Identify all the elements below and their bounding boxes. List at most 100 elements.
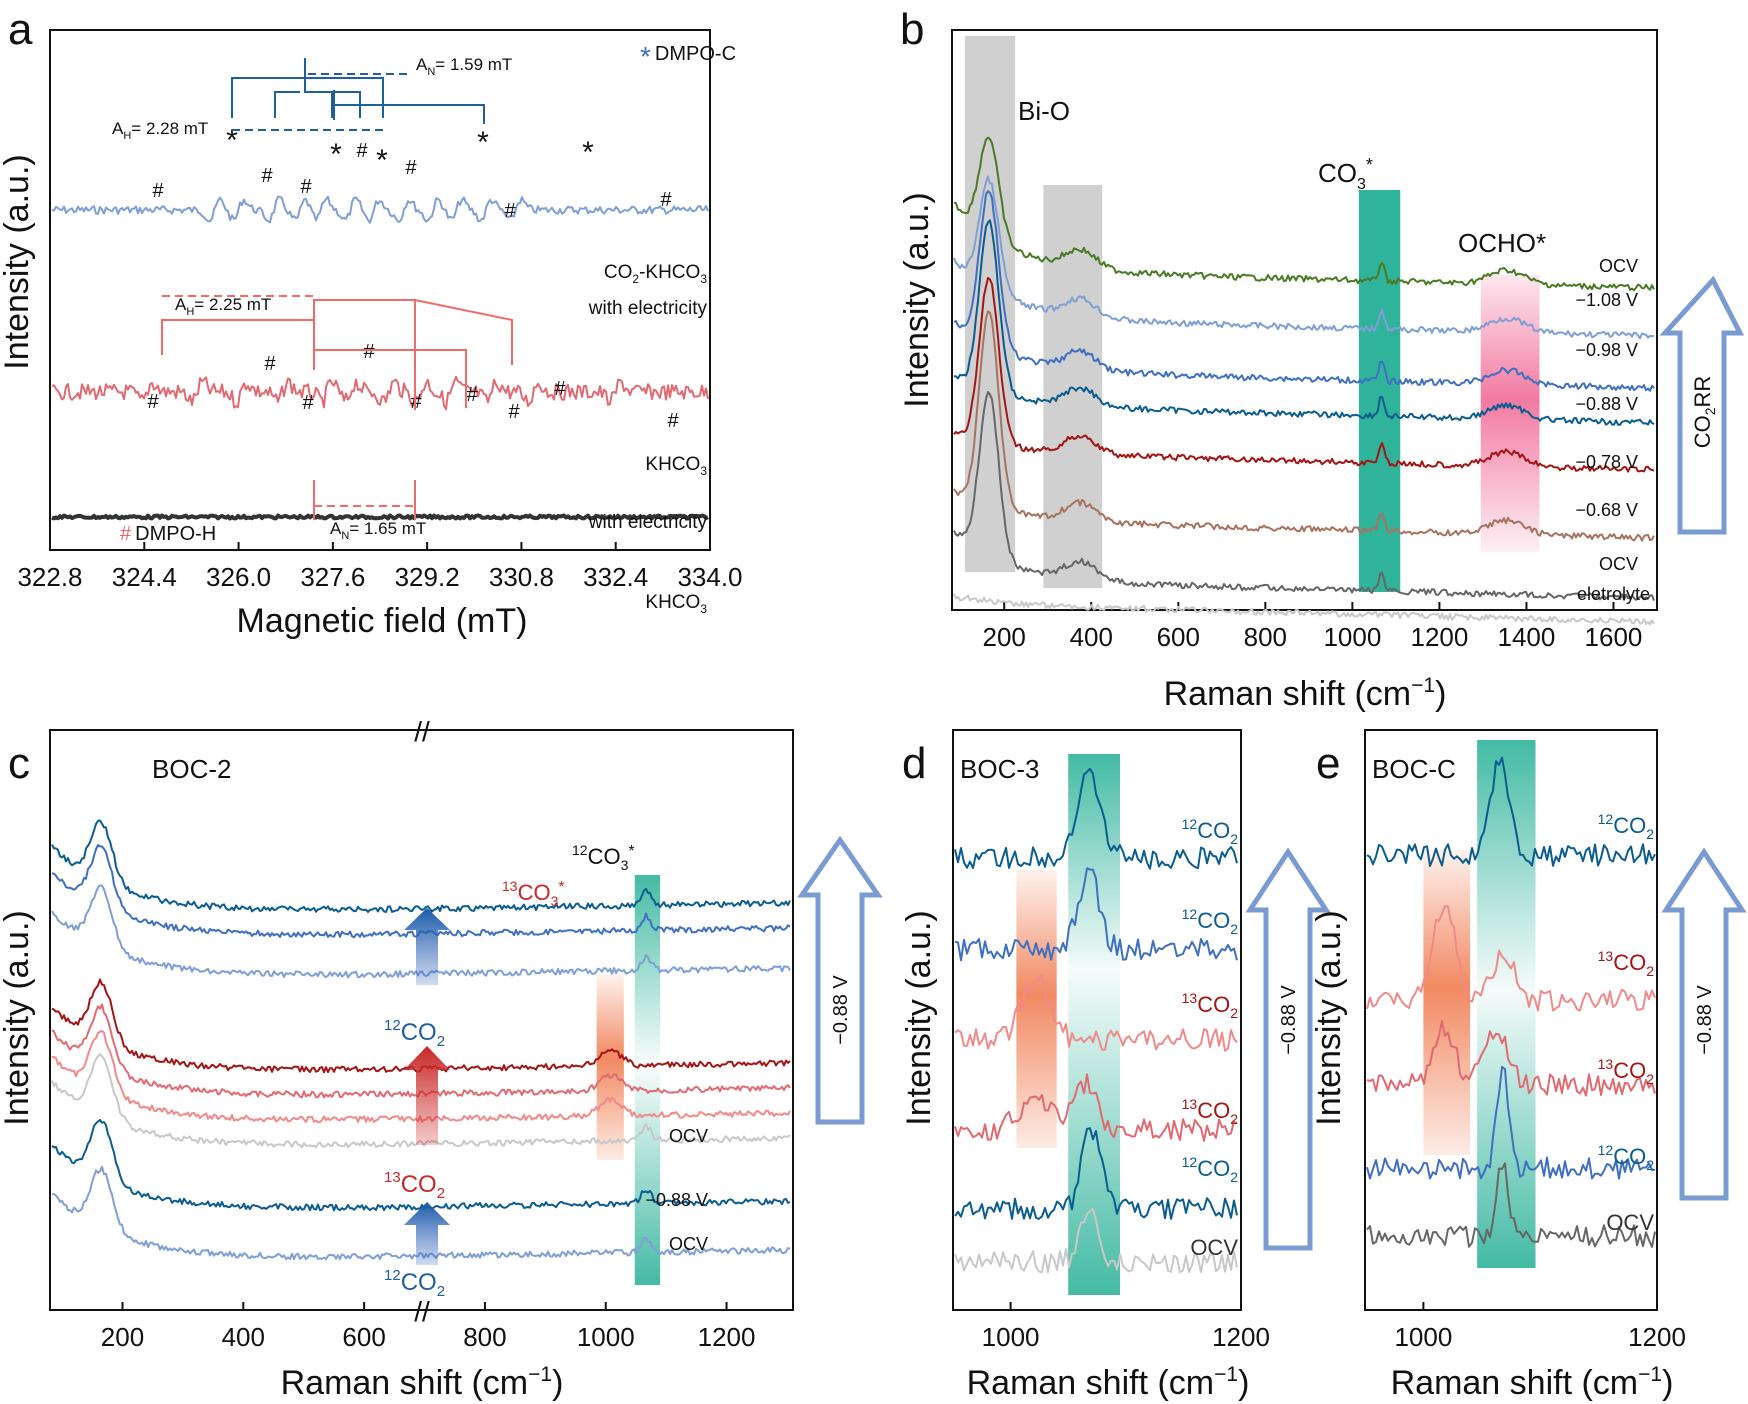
y-axis-label-b: Intensity (a.u.)	[898, 192, 936, 407]
dmpo-h-hash: #	[363, 341, 375, 363]
arrow-12co2-bottom	[404, 1202, 450, 1265]
x-tick-label-b: 800	[1244, 622, 1287, 652]
series-line-khco3-electricity	[51, 375, 709, 411]
series-line-c-7	[51, 1119, 791, 1212]
dmpo-h-hash: #	[300, 176, 312, 198]
x-tick-label-a: 322.8	[17, 562, 82, 592]
series-line-b-5	[953, 310, 1655, 542]
dmpo-h-hash: #	[405, 157, 417, 179]
panel-letter-b: b	[900, 5, 924, 54]
series-label-e: OCV	[1606, 1210, 1654, 1235]
series-line-b-1	[953, 175, 1655, 340]
x-tick-label-a: 329.2	[395, 562, 460, 592]
x-tick-label-c: 1200	[698, 1322, 756, 1352]
x-tick-label-a: 330.8	[489, 562, 554, 592]
label-ocv-c2: OCV	[669, 1234, 708, 1254]
series-line-d-3	[954, 1073, 1238, 1142]
bands-b	[965, 36, 1540, 592]
x-tick-label-e: 1200	[1628, 1322, 1686, 1352]
x-tick-label-c: 200	[101, 1322, 144, 1352]
x-tick-label-a: 334.0	[677, 562, 742, 592]
x-ticks-b: 200 400 600 800 1000 1200 1400 1600	[983, 602, 1643, 652]
potential-arrow-d	[1245, 847, 1331, 1251]
x-tick-label-c: 800	[463, 1322, 506, 1352]
dmpo-h-hash: #	[356, 140, 368, 162]
series-label-d: 13CO2	[1182, 990, 1239, 1021]
panel-a: a 322.8 324.4 326.0 327.6 329.2 330.8 332.4 334…	[0, 5, 743, 640]
series-label-co2-khco3: CO2-KHCO3	[604, 262, 707, 286]
series-line-b-7	[953, 593, 1655, 626]
dmpo-c-legend: * DMPO-C	[640, 41, 736, 72]
potential-arrow-d-label: −0.88 V	[1278, 985, 1300, 1055]
c12-band-e-bottom	[1477, 990, 1536, 1268]
series-label-b: OCV	[1599, 554, 1638, 574]
co2rr-arrow-label: CO2RR	[1690, 376, 1718, 449]
panel-c: c 200 400 600 800 1000 1200 BOC-2 // // 12CO3…	[0, 716, 883, 1402]
peak-markers-a: * * * * * # # # # # # # # # # # # # # # #	[147, 124, 679, 432]
ocho-label: OCHO*	[1458, 228, 1546, 258]
series-line-d-0	[954, 767, 1238, 870]
series-label-e: 12CO2	[1598, 1142, 1655, 1173]
label-12co2-bottom: 12CO2	[384, 1267, 445, 1300]
x-axis-label-e: Raman shift (cm−1)	[1391, 1363, 1674, 1402]
x-tick-label-c: 400	[222, 1322, 265, 1352]
bocc-title: BOC-C	[1372, 754, 1456, 784]
x-axis-label-a: Magnetic field (mT)	[237, 602, 528, 640]
label-v088-c: −0.88 V	[645, 1190, 708, 1210]
dmpo-h-hash: #	[466, 384, 478, 406]
series-line-e-0	[1366, 756, 1656, 867]
x-tick-label-b: 400	[1070, 622, 1113, 652]
x-tick-label-a: 326.0	[206, 562, 271, 592]
boc3-title: BOC-3	[960, 754, 1039, 784]
c13-band-e	[1423, 850, 1471, 1155]
x-axis-label-b: Raman shift (cm−1)	[1164, 674, 1447, 713]
dmpo-h-hash: #	[508, 401, 520, 423]
series-line-b-0	[953, 136, 1655, 292]
x-tick-label-a: 324.4	[112, 562, 177, 592]
dmpo-h-hash: #	[410, 391, 422, 413]
series-line-b-2	[953, 190, 1655, 392]
series-labels-b: OCV −1.08 V −0.98 V −0.88 V −0.78 V −0.68 V OC…	[1575, 256, 1650, 604]
dmpo-h-hash: #	[261, 165, 273, 187]
series-label-b: −0.88 V	[1575, 394, 1638, 414]
y-axis-label-e: Intensity (a.u.)	[1310, 910, 1348, 1125]
x-tick-label-b: 1200	[1410, 622, 1468, 652]
potential-arrow-e	[1661, 847, 1747, 1201]
dmpo-c-star: *	[330, 138, 342, 171]
series-line-c-0	[51, 819, 791, 913]
series-label-b: OCV	[1599, 256, 1638, 276]
dmpo-h-hash: #	[152, 180, 164, 202]
an-blue-label: AN= 1.59 mT	[416, 55, 512, 78]
curves-b	[953, 136, 1655, 626]
dmpo-c-star: *	[226, 124, 238, 157]
an-red-label: AN= 1.65 mT	[330, 519, 426, 542]
y-axis-label-d: Intensity (a.u.)	[900, 910, 938, 1125]
series-line-b-3	[953, 219, 1655, 426]
panel-b: b 200 400 600 800 1000 1200 1400 1600 OCV −1.08 …	[898, 5, 1745, 713]
arrow-13co2	[404, 1046, 450, 1145]
x-ticks-d: 1000 1200	[982, 1302, 1270, 1352]
panel-d: d 1000 1200 12CO212CO213CO213CO212CO2OCV …	[900, 729, 1331, 1402]
break-mark-top: //	[414, 716, 430, 747]
x-ticks-a: 322.8 324.4 326.0 327.6 329.2 330.8 332.4 334.0	[17, 542, 743, 592]
series-label-b: −0.68 V	[1575, 500, 1638, 520]
dmpo-h-hash: #	[504, 200, 516, 222]
label-ocv-c1: OCV	[669, 1126, 708, 1146]
series-label-co2-khco3-line2: with electricity	[588, 298, 708, 319]
axes-frame-a	[49, 29, 711, 551]
dmpo-h-hash: #	[554, 378, 566, 400]
x-tick-label-a: 327.6	[300, 562, 365, 592]
x-tick-label-b: 1400	[1498, 622, 1556, 652]
series-label-b: −1.08 V	[1575, 290, 1638, 310]
series-line-co2-khco3	[51, 195, 709, 224]
bi-o-band	[965, 36, 1016, 572]
panel-letter-c: c	[8, 739, 30, 788]
x-tick-label-d: 1000	[982, 1322, 1040, 1352]
x-axis-label-d: Raman shift (cm−1)	[967, 1363, 1250, 1402]
series-label-e: 13CO2	[1598, 1056, 1655, 1087]
series-line-b-6	[953, 391, 1655, 601]
splitting-diagram-red	[161, 295, 513, 520]
dmpo-c-star: *	[477, 126, 489, 159]
c13-peak-label: 13CO3*	[502, 878, 565, 909]
x-tick-label-b: 1600	[1585, 622, 1643, 652]
